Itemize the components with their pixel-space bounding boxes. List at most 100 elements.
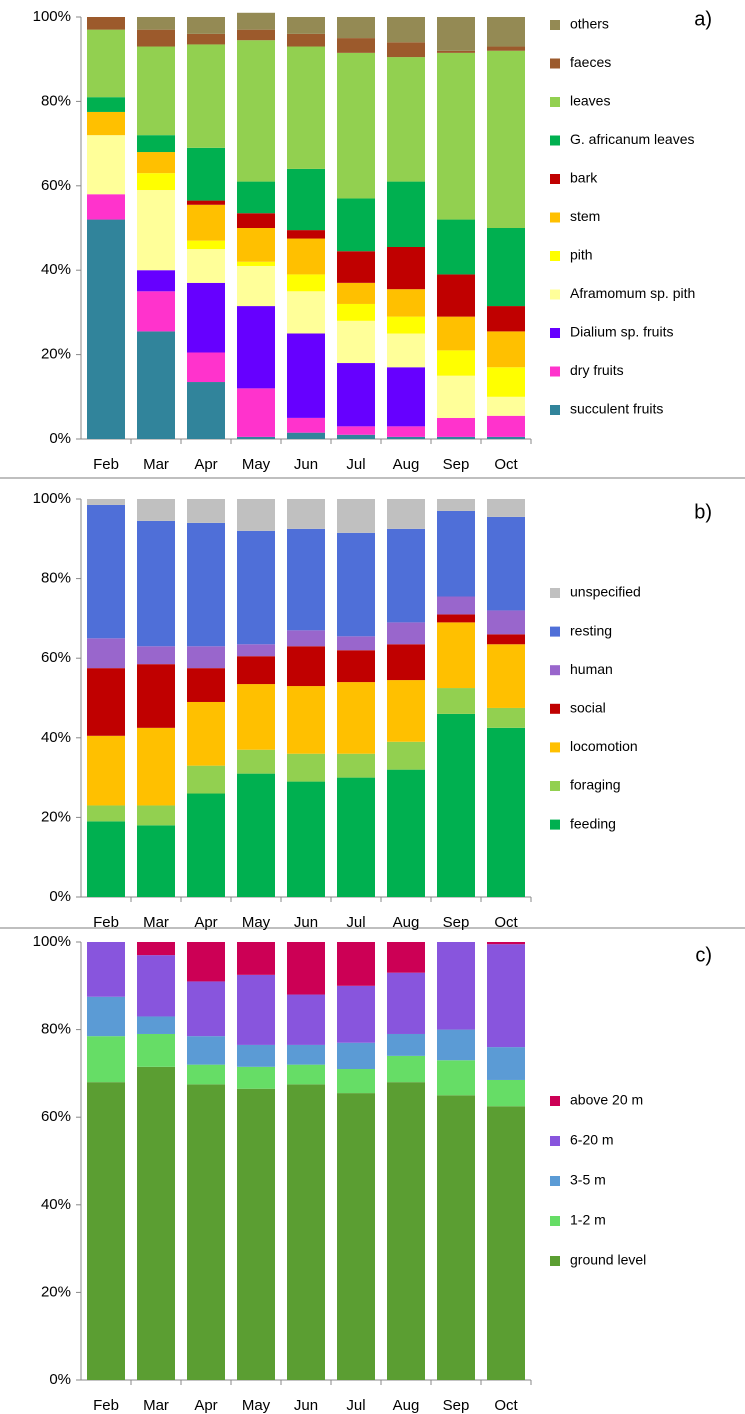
bar-segment	[487, 499, 525, 517]
bar-segment	[137, 664, 175, 728]
bar-segment	[237, 388, 275, 437]
bar-segment	[387, 528, 425, 623]
bar-segment	[237, 656, 275, 685]
y-tick-label: 40%	[41, 261, 71, 278]
bar-segment	[487, 46, 525, 51]
bar-segment	[137, 646, 175, 665]
bar-segment	[337, 251, 375, 283]
y-tick-label: 100%	[33, 933, 71, 950]
bar-segment	[487, 1079, 525, 1107]
bar-segment	[387, 741, 425, 770]
bar-segment	[237, 499, 275, 531]
legend-label: 1-2 m	[570, 1212, 606, 1228]
bar-segment	[237, 773, 275, 897]
bar-segment	[287, 753, 325, 782]
bar-segment	[137, 17, 175, 30]
bar-segment	[337, 52, 375, 199]
legend-swatch	[550, 58, 560, 69]
legend-swatch	[550, 626, 560, 637]
bar-segment	[287, 686, 325, 754]
y-tick-label: 20%	[41, 346, 71, 363]
bar-segment	[87, 219, 125, 439]
bar-segment	[187, 765, 225, 794]
bar-segment	[437, 350, 475, 376]
bar-segment	[187, 1064, 225, 1085]
bar-segment	[287, 432, 325, 439]
x-tick-label: Apr	[194, 456, 217, 473]
bar-segment	[387, 181, 425, 247]
bar-segment	[337, 499, 375, 533]
bar-segment	[137, 955, 175, 1017]
x-tick-label: Mar	[143, 1397, 169, 1414]
x-tick-label: Aug	[393, 1397, 420, 1414]
bar-segment	[287, 1084, 325, 1380]
legend-label: faeces	[570, 54, 611, 70]
bar-segment	[337, 682, 375, 754]
bar-segment	[187, 793, 225, 897]
bar-segment	[287, 274, 325, 292]
bar-segment	[287, 1044, 325, 1065]
bar-segment	[137, 499, 175, 521]
y-tick-label: 20%	[41, 808, 71, 825]
legend-label: unspecified	[570, 584, 641, 600]
bar-segment	[187, 240, 225, 250]
bar-segment	[187, 282, 225, 353]
bar-segment	[487, 367, 525, 397]
y-tick-label: 0%	[49, 888, 71, 905]
bar-segment	[387, 42, 425, 58]
x-tick-label: Jun	[294, 1397, 318, 1414]
bar-segment	[487, 1047, 525, 1080]
bar-segment	[187, 200, 225, 205]
legend-swatch	[550, 742, 560, 753]
bar-segment	[387, 57, 425, 182]
bar-segment	[237, 306, 275, 389]
bar-segment	[237, 684, 275, 750]
bar-segment	[87, 942, 125, 997]
legend-swatch	[550, 1136, 560, 1146]
bar-segment	[137, 1016, 175, 1034]
bar-segment	[237, 228, 275, 262]
bar-segment	[437, 942, 475, 1030]
x-tick-label: Sep	[443, 914, 470, 931]
bar-segment	[187, 499, 225, 523]
legend-swatch	[550, 1096, 560, 1106]
x-tick-label: Feb	[93, 1397, 119, 1414]
bar-segment	[287, 46, 325, 169]
bar-segment	[287, 630, 325, 647]
y-tick-label: 40%	[41, 729, 71, 746]
x-tick-label: Mar	[143, 914, 169, 931]
y-tick-label: 80%	[41, 92, 71, 109]
legend-swatch	[550, 819, 560, 830]
bar-segment	[487, 516, 525, 611]
legend-swatch	[550, 405, 560, 415]
bar-segment	[387, 1033, 425, 1056]
bar-segment	[137, 152, 175, 174]
bar-segment	[187, 147, 225, 201]
bar-segment	[87, 29, 125, 98]
bar-segment	[387, 426, 425, 437]
y-tick-label: 0%	[49, 1371, 71, 1388]
legend-swatch	[550, 703, 560, 714]
bar-segment	[287, 417, 325, 433]
x-tick-label: Jun	[294, 456, 318, 473]
bar-segment	[437, 614, 475, 623]
y-tick-label: 80%	[41, 570, 71, 587]
bar-segment	[287, 1064, 325, 1085]
bar-segment	[137, 270, 175, 292]
bar-segment	[387, 289, 425, 317]
legend-label: locomotion	[570, 738, 638, 754]
bar-segment	[387, 333, 425, 368]
x-tick-label: Oct	[494, 914, 518, 931]
bar-segment	[87, 1036, 125, 1083]
bar-segment	[87, 194, 125, 220]
bar-segment	[187, 1036, 225, 1065]
bar-segment	[187, 646, 225, 669]
bar-segment	[337, 636, 375, 651]
bar-segment	[187, 942, 225, 982]
bar-segment	[187, 701, 225, 766]
bar-segment	[237, 29, 275, 41]
bar-segment	[337, 426, 375, 435]
bar-segment	[337, 985, 375, 1043]
bar-segment	[487, 415, 525, 437]
